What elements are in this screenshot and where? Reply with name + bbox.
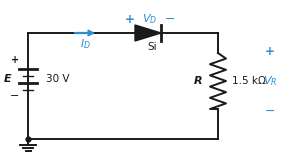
Text: 30 V: 30 V bbox=[46, 74, 70, 84]
Text: $V_D$: $V_D$ bbox=[142, 12, 158, 26]
Text: Si: Si bbox=[147, 42, 157, 52]
Text: +: + bbox=[125, 13, 135, 25]
Text: −: − bbox=[165, 13, 175, 25]
Text: R: R bbox=[194, 76, 202, 86]
Text: $V_R$: $V_R$ bbox=[263, 74, 277, 88]
Text: E: E bbox=[4, 74, 12, 84]
Text: +: + bbox=[11, 55, 19, 65]
Text: $I_D$: $I_D$ bbox=[80, 37, 90, 51]
Text: 1.5 kΩ: 1.5 kΩ bbox=[232, 76, 266, 86]
Text: −: − bbox=[265, 104, 275, 118]
Text: +: + bbox=[265, 44, 275, 57]
Text: −: − bbox=[10, 90, 20, 100]
Polygon shape bbox=[135, 25, 161, 41]
